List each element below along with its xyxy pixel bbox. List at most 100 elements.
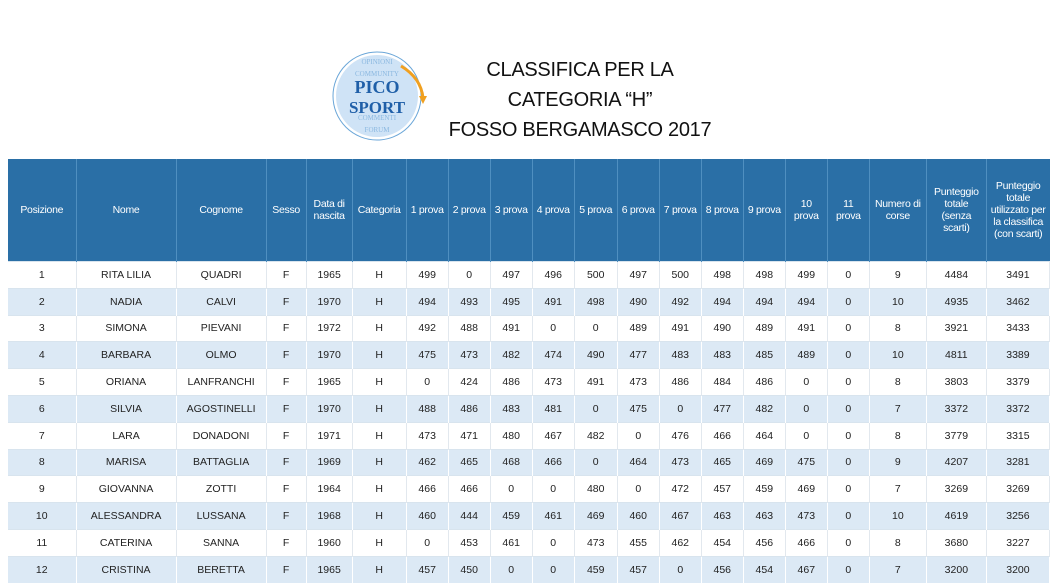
table-cell: 496 [532, 261, 575, 289]
table-cell: 471 [448, 421, 491, 450]
column-header: 3 prova [490, 159, 533, 262]
table-cell: 3462 [986, 287, 1051, 316]
table-cell: 454 [701, 528, 744, 557]
table-cell: 0 [406, 368, 449, 396]
table-cell: 500 [574, 261, 618, 289]
table-cell: 485 [743, 341, 786, 369]
table-cell: 490 [617, 287, 660, 316]
table-cell: H [352, 502, 407, 530]
table-cell: 499 [406, 261, 449, 289]
logo-back-text-2: COMMUNITY [355, 70, 399, 78]
table-cell: 474 [532, 341, 575, 369]
table-cell: 0 [827, 448, 870, 476]
table-cell: 8 [869, 421, 927, 450]
table-cell: 469 [574, 502, 618, 530]
table-header-row: Posizione Nome Cognome Sesso Data di nascita… [8, 159, 1050, 262]
table-cell: 490 [574, 341, 618, 369]
table-cell: LUSSANA [176, 502, 267, 530]
table-row: 10 ALESSANDRA LUSSANA F 1968 H 460 444 459 461 469… [8, 502, 1051, 530]
table-cell: 0 [785, 421, 828, 450]
table-row: 8 MARISA BATTAGLIA F 1969 H 462 465 468 466 0 464 47… [8, 448, 1051, 476]
column-header: 6 prova [617, 159, 660, 262]
page-title: CLASSIFICA PER LA CATEGORIA “H” FOSSO BE… [430, 55, 730, 145]
table-cell: LANFRANCHI [176, 368, 267, 396]
table-cell: 5 [8, 368, 77, 396]
table-cell: 475 [617, 394, 660, 423]
table-cell: H [352, 475, 407, 503]
table-cell: MARISA [76, 448, 177, 476]
table-cell: 0 [574, 314, 618, 342]
table-cell: 462 [406, 448, 449, 476]
table-cell: H [352, 261, 407, 289]
table-cell: 494 [701, 287, 744, 316]
table-cell: 0 [827, 341, 870, 369]
table-cell: 0 [827, 368, 870, 396]
table-cell: 491 [532, 287, 575, 316]
table-cell: 1964 [306, 475, 353, 503]
table-cell: ZOTTI [176, 475, 267, 503]
table-cell: 11 [8, 528, 77, 557]
table-cell: LARA [76, 421, 177, 450]
table-cell: 3372 [926, 394, 987, 423]
table-cell: H [352, 394, 407, 423]
table-cell: 1970 [306, 341, 353, 369]
title-line-3: FOSSO BERGAMASCO 2017 [448, 119, 712, 141]
column-header: Punteggio totale (senza scarti) [926, 159, 987, 262]
table-cell: 4619 [926, 502, 987, 530]
table-cell: 3389 [986, 341, 1051, 369]
table-cell: 472 [659, 475, 702, 503]
table-cell: 497 [490, 261, 533, 289]
logo-back-text-3: COMMENTI [358, 114, 397, 122]
table-cell: 0 [659, 555, 702, 583]
table-cell: 483 [490, 394, 533, 423]
logo-text-pico: PICO [355, 77, 400, 97]
ranking-table: Posizione Nome Cognome Sesso Data di nascita… [8, 159, 1051, 583]
column-header: 8 prova [701, 159, 744, 262]
table-cell: AGOSTINELLI [176, 394, 267, 423]
column-header: Cognome [176, 159, 267, 262]
table-cell: ORIANA [76, 368, 177, 396]
table-cell: F [266, 341, 307, 369]
table-cell: 486 [659, 368, 702, 396]
table-cell: 480 [574, 475, 618, 503]
table-row: 4 BARBARA OLMO F 1970 H 475 473 482 474 490 477 483 4… [8, 341, 1051, 369]
table-cell: 424 [448, 368, 491, 396]
table-cell: 473 [574, 528, 618, 557]
table-cell: H [352, 448, 407, 476]
table-cell: 460 [617, 502, 660, 530]
table-cell: 1965 [306, 555, 353, 583]
table-cell: 473 [406, 421, 449, 450]
table-cell: 3200 [926, 555, 987, 583]
table-cell: 0 [532, 528, 575, 557]
table-cell: 4935 [926, 287, 987, 316]
table-cell: 500 [659, 261, 702, 289]
logo-text-sport: SPORT [349, 98, 406, 117]
table-row: 6 SILVIA AGOSTINELLI F 1970 H 488 486 483 481 0 475… [8, 394, 1051, 423]
table-cell: 483 [659, 341, 702, 369]
table-cell: 9 [8, 475, 77, 503]
table-cell: 463 [701, 502, 744, 530]
table-cell: 0 [532, 314, 575, 342]
table-cell: 1970 [306, 394, 353, 423]
table-cell: 453 [448, 528, 491, 557]
table-cell: 489 [743, 314, 786, 342]
table-cell: 3269 [926, 475, 987, 503]
column-header: Nome [76, 159, 177, 262]
title-line-2: CATEGORIA “H” [507, 89, 653, 111]
table-cell: 0 [617, 421, 660, 450]
table-cell: 457 [406, 555, 449, 583]
table-cell: 8 [869, 368, 927, 396]
table-row: 2 NADIA CALVI F 1970 H 494 493 495 491 498 490 492 49… [8, 287, 1051, 316]
column-header: Posizione [8, 159, 77, 262]
table-cell: 473 [617, 368, 660, 396]
table-cell: 482 [490, 341, 533, 369]
table-cell: SANNA [176, 528, 267, 557]
table-cell: 494 [743, 287, 786, 316]
table-cell: 0 [490, 475, 533, 503]
table-cell: 464 [617, 448, 660, 476]
table-cell: 462 [659, 528, 702, 557]
table-cell: SIMONA [76, 314, 177, 342]
table-cell: CATERINA [76, 528, 177, 557]
table-cell: 454 [743, 555, 786, 583]
table-cell: 456 [701, 555, 744, 583]
